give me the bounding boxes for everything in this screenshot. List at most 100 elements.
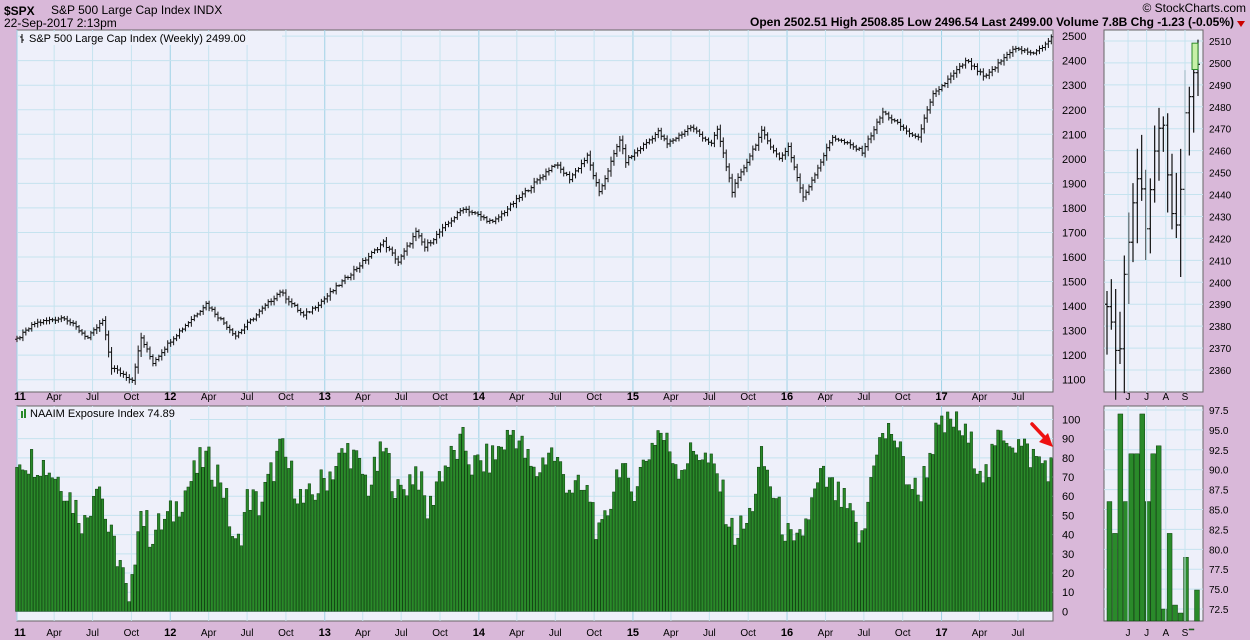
naaim-bar xyxy=(576,474,580,612)
naaim-bar xyxy=(304,489,308,612)
naaim-bar xyxy=(836,481,840,612)
y-tick-label: 1300 xyxy=(1062,326,1086,338)
naaim-bar xyxy=(807,519,811,612)
naaim-bar xyxy=(523,457,527,612)
naaim-bar xyxy=(491,445,495,612)
naaim-bar xyxy=(718,491,722,612)
naaim-bar xyxy=(511,430,515,612)
naaim-bar xyxy=(532,466,536,612)
naaim-bar xyxy=(984,464,988,612)
naaim-bar xyxy=(881,433,885,612)
naaim-bar xyxy=(242,512,246,612)
naaim-bar xyxy=(1034,456,1038,612)
x-tick-label: 13 xyxy=(319,391,331,403)
naaim-bar xyxy=(290,460,294,612)
naaim-bar xyxy=(1011,447,1015,612)
naaim-bar xyxy=(656,430,660,612)
daily-x-tick-label: J xyxy=(1144,392,1149,403)
naaim-bar xyxy=(866,501,870,612)
daily-y-tick-label: 2450 xyxy=(1209,169,1232,180)
x-tick-label: Jul xyxy=(395,628,408,639)
naaim-bar xyxy=(405,495,409,612)
daily-x-tick-label: A xyxy=(1162,628,1169,639)
naaim-bar xyxy=(127,601,131,612)
naaim-bar xyxy=(999,430,1003,612)
daily-x-tick-label: S xyxy=(1182,392,1189,403)
naaim-bar xyxy=(910,489,914,612)
y-tick-label: 10 xyxy=(1062,587,1074,599)
x-tick-label: Apr xyxy=(46,628,62,639)
naaim-bar xyxy=(541,457,545,612)
y-tick-label: 100 xyxy=(1062,414,1080,426)
naaim-bar xyxy=(878,437,882,612)
naaim-bar xyxy=(624,463,628,612)
naaim-bar xyxy=(310,494,314,612)
daily-naaim-bar xyxy=(1177,612,1184,622)
bar-legend-icon xyxy=(24,409,26,418)
x-tick-label: 13 xyxy=(319,627,331,639)
naaim-bar xyxy=(1046,481,1050,612)
naaim-bar xyxy=(949,418,953,612)
x-tick-label: Jul xyxy=(241,392,254,403)
x-tick-label: Apr xyxy=(972,628,988,639)
naaim-bar xyxy=(195,472,199,612)
naaim-bar xyxy=(609,508,613,612)
daily-y-tick-label: 2380 xyxy=(1209,322,1232,333)
x-tick-label: Apr xyxy=(663,628,679,639)
naaim-bar xyxy=(721,479,725,612)
naaim-bar xyxy=(762,466,766,612)
daily-y-tick-label: 87.5 xyxy=(1209,486,1229,497)
naaim-bar xyxy=(556,457,560,612)
naaim-bar xyxy=(473,455,477,612)
daily-naaim-bar xyxy=(1117,413,1124,622)
naaim-bar xyxy=(538,472,542,612)
naaim-bar xyxy=(470,474,474,612)
naaim-bar xyxy=(990,443,994,612)
x-tick-label: Jul xyxy=(857,628,870,639)
naaim-bar xyxy=(358,457,362,612)
naaim-bar xyxy=(727,526,731,612)
naaim-bar xyxy=(236,533,240,612)
x-tick-label: 14 xyxy=(473,391,486,403)
daily-price-bar xyxy=(1178,148,1183,277)
naaim-bar xyxy=(160,529,164,612)
naaim-bar xyxy=(340,448,344,612)
naaim-bar xyxy=(1005,442,1009,612)
naaim-bar xyxy=(786,523,790,612)
naaim-bar xyxy=(100,498,105,612)
naaim-bar xyxy=(816,482,820,612)
naaim-bar xyxy=(322,478,326,612)
x-tick-label: 12 xyxy=(164,627,176,639)
naaim-bar xyxy=(768,486,772,612)
naaim-bar xyxy=(231,536,235,612)
daily-naaim-bar xyxy=(1188,628,1195,631)
naaim-bar xyxy=(198,447,202,612)
naaim-bar xyxy=(124,583,128,612)
naaim-bar xyxy=(1025,443,1029,612)
naaim-bar xyxy=(629,491,634,612)
daily-naaim-bar xyxy=(1106,501,1113,622)
naaim-bar xyxy=(952,426,956,612)
naaim-bar xyxy=(694,454,699,612)
naaim-bar xyxy=(993,445,997,612)
naaim-bar xyxy=(426,518,430,612)
naaim-bar xyxy=(263,481,267,612)
daily-y-tick-label: 2410 xyxy=(1209,256,1232,267)
naaim-bar xyxy=(109,524,113,612)
naaim-bar xyxy=(222,497,226,612)
x-tick-label: 15 xyxy=(627,391,639,403)
naaim-bar xyxy=(257,515,261,612)
naaim-bar xyxy=(759,446,764,612)
x-tick-label: Oct xyxy=(740,392,756,403)
naaim-bar xyxy=(183,490,187,612)
naaim-bar xyxy=(957,430,962,612)
daily-price-bar xyxy=(1191,60,1196,133)
daily-price-bar xyxy=(1170,153,1174,230)
naaim-bar xyxy=(736,537,740,612)
daily-y-tick-label: 2430 xyxy=(1209,212,1232,223)
naaim-bar xyxy=(742,528,746,612)
naaim-bar xyxy=(644,460,648,612)
daily-y-tick-label: 75.0 xyxy=(1209,585,1229,596)
symbol: $SPX xyxy=(4,4,35,18)
naaim-bar xyxy=(44,475,48,612)
